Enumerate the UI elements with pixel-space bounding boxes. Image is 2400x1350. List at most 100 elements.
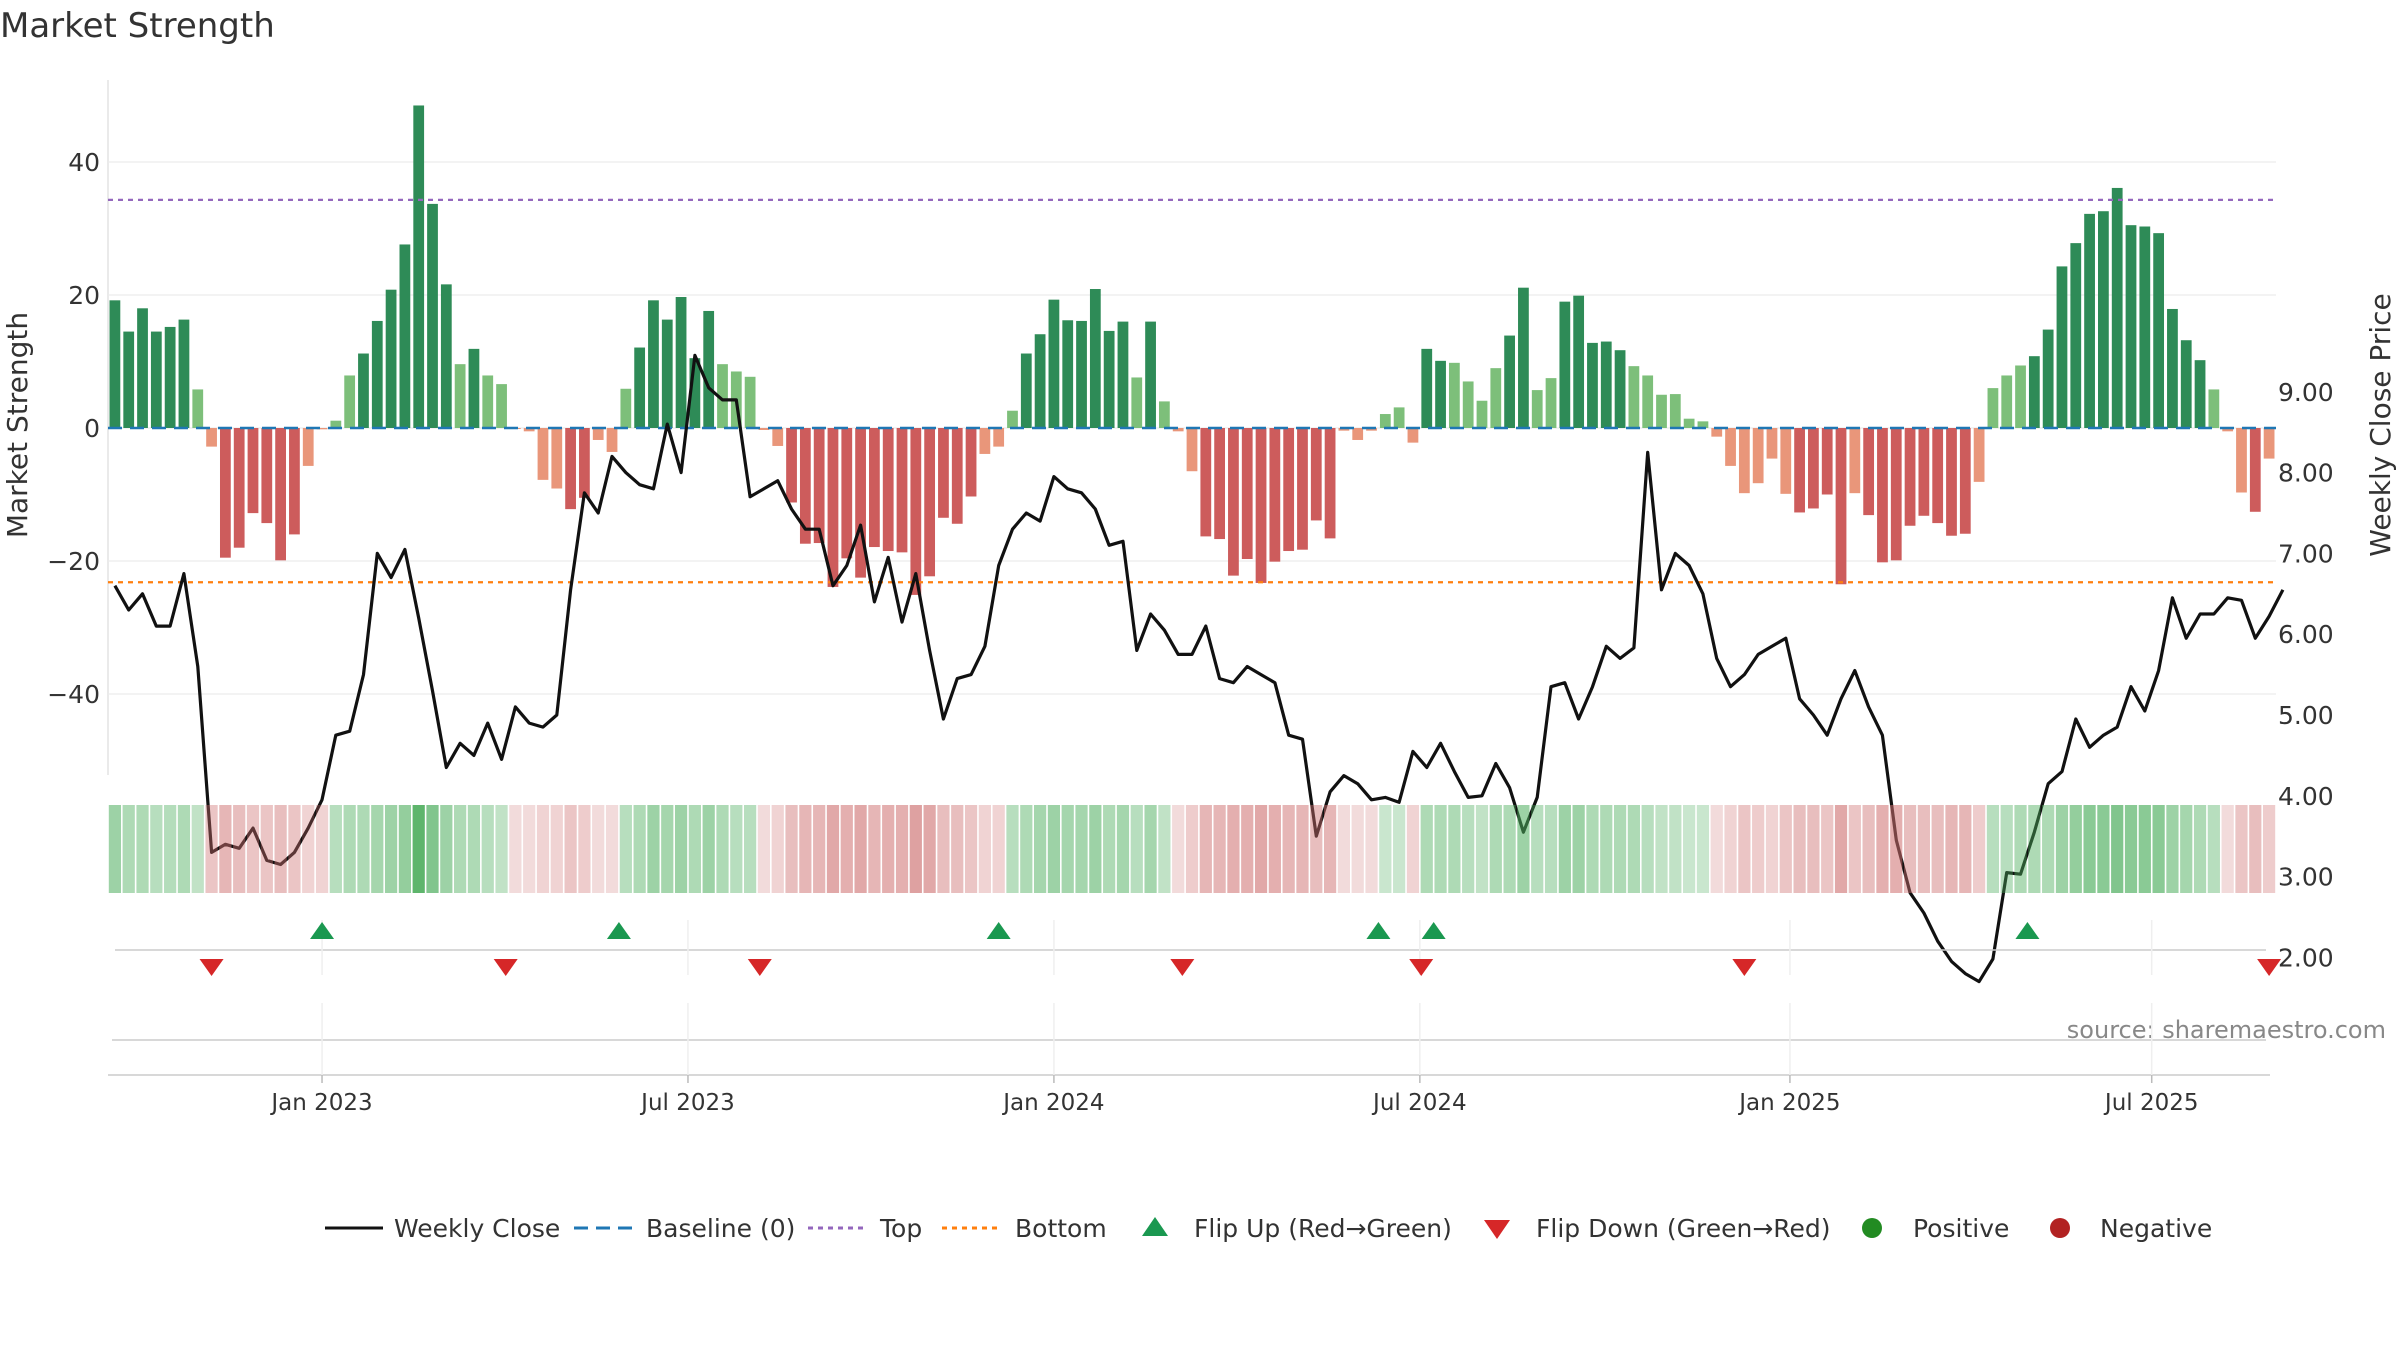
strip-cell (164, 805, 177, 893)
y-axis-right-label: Weekly Close Price (2364, 293, 2397, 556)
strip-cell (191, 805, 204, 893)
flip-markers-panel (115, 920, 2282, 976)
strength-bar (1545, 378, 1557, 428)
strength-bar (896, 428, 908, 553)
strength-bar (965, 428, 977, 497)
y-left-tick-label: 0 (84, 414, 100, 443)
y-right-tick-label: 8.00 (2278, 459, 2334, 488)
strip-cell (799, 805, 812, 893)
strength-bar (1628, 366, 1640, 428)
strip-cell (2028, 805, 2041, 893)
strength-bar (275, 428, 286, 561)
strength-bar (869, 428, 880, 548)
strip-cell (730, 805, 743, 893)
strength-bar (2153, 233, 2165, 428)
x-tick-label: Jul 2023 (639, 1090, 735, 1116)
strip-cell (509, 805, 522, 893)
strength-bar (2208, 389, 2220, 428)
strength-bar (1324, 428, 1336, 539)
strength-bars (109, 105, 2275, 595)
strip-cell (688, 805, 701, 893)
strength-bar (772, 428, 784, 446)
strength-bar (1890, 428, 1902, 561)
y-right-tick-label: 6.00 (2278, 620, 2334, 649)
strength-bar (537, 428, 549, 480)
strip-cell (1544, 805, 1558, 893)
strip-cell (2193, 805, 2207, 893)
strength-bar (924, 428, 936, 577)
flip-down-marker (2257, 959, 2282, 976)
strength-bar (1255, 428, 1267, 583)
strength-bar (634, 347, 646, 428)
strip-cell (467, 805, 481, 893)
strip-cell (1323, 805, 1337, 893)
strength-bar (1766, 428, 1778, 459)
strip-cell (1876, 805, 1889, 893)
strip-cell (1420, 805, 1433, 893)
flip-up-marker (310, 922, 335, 939)
strength-bar (1393, 407, 1405, 428)
strength-bar (2042, 329, 2054, 428)
strip-cell (1834, 805, 1848, 893)
strip-cell (1033, 805, 1047, 893)
flip-down-marker (199, 959, 224, 976)
strength-bar (717, 364, 728, 428)
strip-cell (978, 805, 991, 893)
legend-positive-icon (1862, 1218, 1882, 1238)
legend-weekly-close-label: Weekly Close (394, 1214, 560, 1243)
strength-bar (1849, 428, 1861, 494)
strength-bar (1559, 301, 1571, 428)
strength-bar (1214, 428, 1226, 540)
strength-bar (1973, 428, 1985, 482)
strength-bar (1297, 428, 1308, 550)
legend: Weekly Close Baseline (0) Top Bottom Fli… (325, 1214, 2212, 1243)
legend-negative-icon (2050, 1218, 2070, 1238)
strength-bar (606, 428, 618, 452)
strength-bar (1089, 289, 1101, 428)
strength-bar (827, 428, 839, 587)
flip-down-marker (747, 959, 772, 976)
strip-cell (1669, 805, 1682, 893)
strip-cell (1144, 805, 1157, 893)
axis-ticks: −40 −20 0 20 40 2.00 3.00 4.00 5.00 6.00 7.00 8.00 9… (47, 148, 2333, 1116)
strip-cell (840, 805, 853, 893)
strength-bar (2249, 428, 2261, 512)
strength-bar (1462, 381, 1474, 428)
strip-cell (1752, 805, 1765, 893)
strip-cell (2055, 805, 2069, 893)
strength-bar (1752, 428, 1764, 484)
strip-cell (2207, 805, 2220, 893)
strip-cell (674, 805, 688, 893)
strip-cell (219, 805, 232, 893)
strip-cell (550, 805, 563, 893)
strip-cell (1572, 805, 1585, 893)
strip-cell (1986, 805, 2000, 893)
strip-cell (2152, 805, 2165, 893)
strength-bar (1946, 428, 1957, 536)
strength-bar (2125, 225, 2137, 428)
strip-cell (2124, 805, 2138, 893)
strip-cell (771, 805, 784, 893)
flip-up-marker (1421, 922, 1446, 939)
strength-bar (219, 428, 231, 558)
strength-bar (2056, 266, 2068, 428)
strength-bar (951, 428, 963, 524)
strength-bar (1738, 428, 1750, 494)
intensity-strip (108, 805, 2276, 893)
strip-cell (1738, 805, 1751, 893)
strength-bar (2084, 213, 2095, 428)
x-tick-label: Jan 2024 (1001, 1090, 1104, 1116)
strength-bar (1076, 320, 1087, 428)
strength-bar (1932, 428, 1944, 524)
strength-bar (2028, 356, 2040, 428)
strip-cell (108, 805, 122, 893)
strength-bar (1669, 394, 1681, 428)
strength-bar (1172, 428, 1184, 432)
strength-bar (1821, 428, 1833, 495)
strength-bar (938, 428, 949, 518)
y-right-tick-label: 4.00 (2278, 782, 2334, 811)
legend-flip-down-label: Flip Down (Green→Red) (1536, 1214, 1831, 1243)
strength-bar (744, 376, 756, 428)
y-right-tick-label: 7.00 (2278, 539, 2334, 568)
strip-cell (633, 805, 646, 893)
